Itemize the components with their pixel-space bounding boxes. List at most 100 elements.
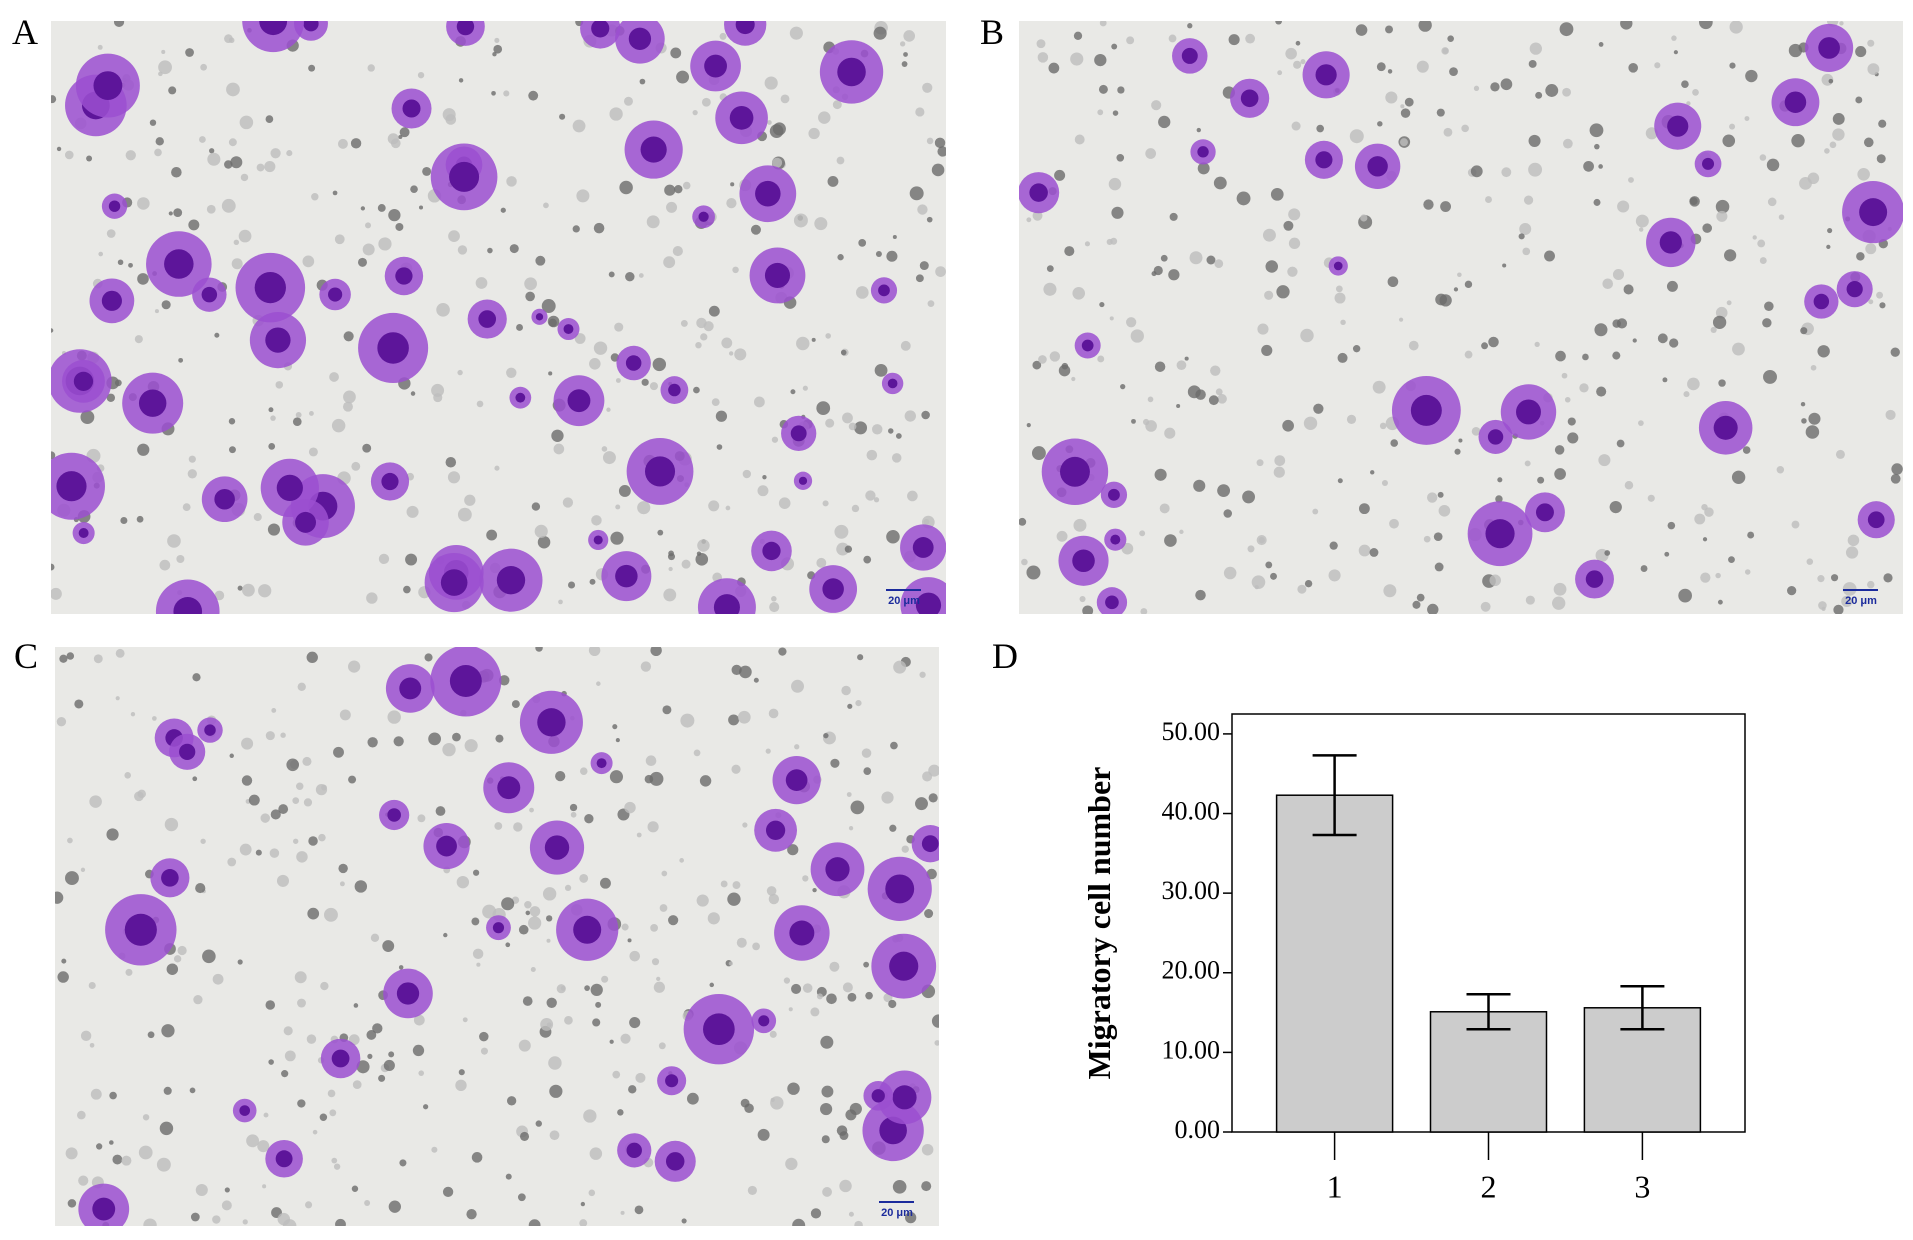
pore bbox=[747, 1185, 757, 1196]
pore bbox=[80, 867, 86, 872]
pore bbox=[398, 134, 403, 140]
pore bbox=[270, 148, 281, 159]
pore bbox=[1223, 566, 1237, 580]
pore bbox=[1757, 239, 1766, 248]
pore bbox=[693, 386, 700, 394]
pore bbox=[629, 950, 641, 962]
pore bbox=[1453, 287, 1459, 292]
pore bbox=[228, 138, 237, 147]
pore bbox=[1787, 586, 1797, 596]
pore bbox=[572, 225, 580, 233]
pore bbox=[1184, 356, 1189, 361]
pore bbox=[697, 539, 710, 552]
pore bbox=[1855, 46, 1867, 58]
pore bbox=[734, 348, 747, 361]
pore bbox=[1523, 195, 1534, 205]
pore bbox=[1657, 333, 1668, 344]
pore bbox=[1885, 409, 1896, 420]
pore bbox=[372, 1023, 383, 1034]
pore bbox=[1026, 423, 1031, 428]
pore bbox=[1262, 228, 1276, 242]
pore bbox=[1876, 291, 1883, 299]
pore bbox=[1097, 355, 1105, 363]
pore bbox=[645, 755, 657, 766]
pore bbox=[176, 554, 185, 564]
pore bbox=[120, 516, 128, 525]
pore bbox=[857, 654, 864, 661]
pore bbox=[517, 1193, 526, 1202]
pore bbox=[471, 1152, 483, 1163]
pore bbox=[822, 1187, 832, 1197]
cell-nucleus bbox=[626, 1142, 642, 1159]
pore bbox=[695, 553, 709, 566]
pore bbox=[903, 30, 916, 42]
pore bbox=[926, 137, 934, 145]
pore bbox=[270, 415, 276, 421]
pore bbox=[823, 732, 829, 739]
pore bbox=[260, 813, 270, 823]
pore bbox=[1524, 460, 1531, 467]
pore bbox=[147, 1031, 155, 1039]
pore bbox=[541, 299, 556, 313]
pore bbox=[1021, 558, 1028, 566]
cell-nucleus bbox=[92, 1197, 116, 1221]
pore bbox=[464, 494, 476, 506]
pore bbox=[1097, 109, 1104, 116]
cell-nucleus bbox=[887, 378, 898, 389]
pore bbox=[473, 869, 480, 876]
pore bbox=[109, 1140, 114, 1145]
pore bbox=[621, 923, 629, 931]
pore bbox=[320, 981, 329, 991]
cell-nucleus bbox=[201, 286, 218, 303]
pore bbox=[1236, 191, 1251, 206]
cell-nucleus bbox=[1197, 146, 1209, 158]
pore bbox=[569, 803, 578, 812]
pore bbox=[652, 357, 667, 372]
pore bbox=[265, 1000, 276, 1010]
pore bbox=[1273, 466, 1285, 478]
cell-nucleus bbox=[108, 200, 121, 212]
pore bbox=[720, 880, 728, 888]
pore bbox=[1313, 403, 1324, 414]
pore bbox=[1841, 595, 1853, 607]
pore bbox=[1598, 42, 1604, 47]
pore bbox=[1387, 276, 1399, 288]
pore bbox=[1818, 601, 1827, 610]
pore bbox=[476, 962, 481, 967]
pore bbox=[1528, 59, 1537, 68]
pore bbox=[637, 501, 651, 515]
pore bbox=[842, 982, 853, 993]
pore bbox=[241, 775, 253, 786]
pore bbox=[766, 886, 777, 896]
pore bbox=[615, 738, 620, 743]
pore bbox=[537, 535, 551, 549]
pore bbox=[602, 451, 616, 465]
pore bbox=[1300, 328, 1314, 343]
pore bbox=[51, 451, 56, 460]
pore bbox=[627, 938, 632, 943]
cell-nucleus bbox=[275, 1150, 293, 1168]
pore bbox=[727, 892, 741, 906]
pore bbox=[847, 992, 857, 1002]
pore bbox=[487, 247, 493, 254]
pore bbox=[96, 1143, 103, 1150]
pore bbox=[342, 401, 353, 412]
pore bbox=[275, 381, 284, 389]
pore bbox=[80, 410, 95, 425]
pore bbox=[1441, 47, 1449, 55]
pore bbox=[331, 1157, 338, 1164]
pore bbox=[1054, 169, 1066, 181]
pore bbox=[457, 507, 472, 522]
pore bbox=[393, 736, 404, 747]
pore bbox=[1169, 212, 1178, 221]
pore bbox=[452, 732, 461, 742]
pore bbox=[790, 389, 796, 395]
pore bbox=[177, 945, 187, 956]
pore bbox=[1778, 214, 1785, 220]
pore bbox=[1759, 257, 1767, 265]
pore bbox=[686, 1092, 699, 1105]
pore bbox=[1270, 572, 1277, 580]
cell-nucleus bbox=[535, 313, 544, 321]
pore bbox=[579, 767, 588, 775]
pore bbox=[574, 333, 586, 344]
